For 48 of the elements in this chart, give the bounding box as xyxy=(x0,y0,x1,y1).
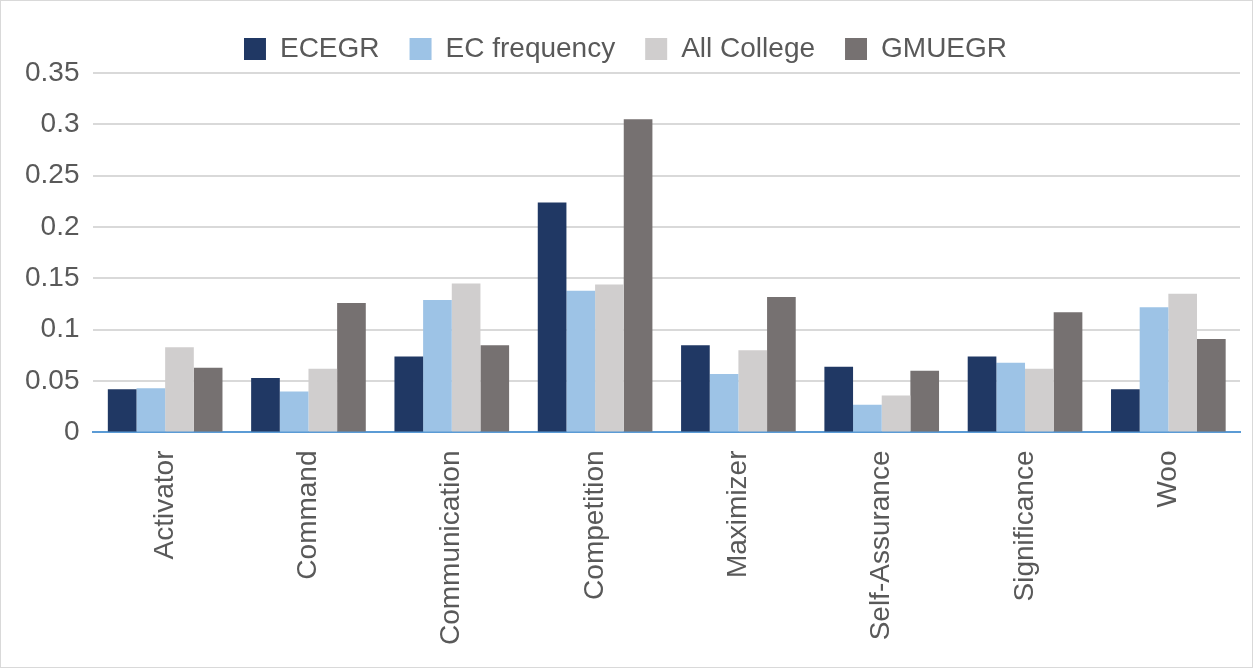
x-tick-label: Woo xyxy=(1151,450,1183,508)
y-tick-label: 0.05 xyxy=(25,363,80,395)
bar xyxy=(394,356,424,432)
bar xyxy=(881,395,911,432)
bar xyxy=(537,202,567,432)
y-tick-label: 0.15 xyxy=(25,261,80,293)
y-tick-label: 0.2 xyxy=(40,209,80,241)
y-tick-label: 0.35 xyxy=(25,55,80,87)
bar xyxy=(136,388,166,432)
legend-label: All College xyxy=(681,31,816,63)
x-tick-label: Self-Assurance xyxy=(864,450,896,641)
legend-label: EC frequency xyxy=(445,31,616,63)
bar xyxy=(967,356,997,432)
bar xyxy=(996,362,1026,432)
bar xyxy=(1139,307,1169,432)
legend-label: ECEGR xyxy=(279,31,380,63)
bar xyxy=(1111,389,1140,432)
x-tick-label: Communication xyxy=(434,450,466,646)
y-tick-label: 0.25 xyxy=(25,158,80,190)
bar xyxy=(910,370,940,432)
bar xyxy=(1025,368,1054,432)
x-tick-label: Maximizer xyxy=(721,450,753,579)
y-tick-label: 0.1 xyxy=(40,312,80,344)
bar xyxy=(337,303,366,432)
x-tick-label: Activator xyxy=(147,450,179,560)
x-tick-label: Command xyxy=(291,450,323,580)
y-tick-label: 0.3 xyxy=(40,107,80,139)
bar xyxy=(767,296,796,432)
bar xyxy=(251,378,280,432)
bar xyxy=(566,290,596,432)
bar xyxy=(623,119,653,432)
bar xyxy=(595,284,624,432)
x-tick-label: Competition xyxy=(577,450,609,600)
bar xyxy=(480,345,510,432)
bar xyxy=(824,366,854,432)
bar xyxy=(681,345,710,432)
bar xyxy=(423,299,452,432)
x-tick-label: Significance xyxy=(1007,450,1039,602)
bar xyxy=(279,391,309,432)
bar xyxy=(193,367,223,432)
bar xyxy=(107,389,137,432)
bar xyxy=(709,373,739,432)
bar xyxy=(738,350,768,432)
bar xyxy=(1197,339,1226,432)
y-tick-label: 0 xyxy=(63,415,80,447)
legend-label: GMUEGR xyxy=(881,31,1008,63)
bar xyxy=(853,404,882,432)
bar xyxy=(1053,312,1083,432)
